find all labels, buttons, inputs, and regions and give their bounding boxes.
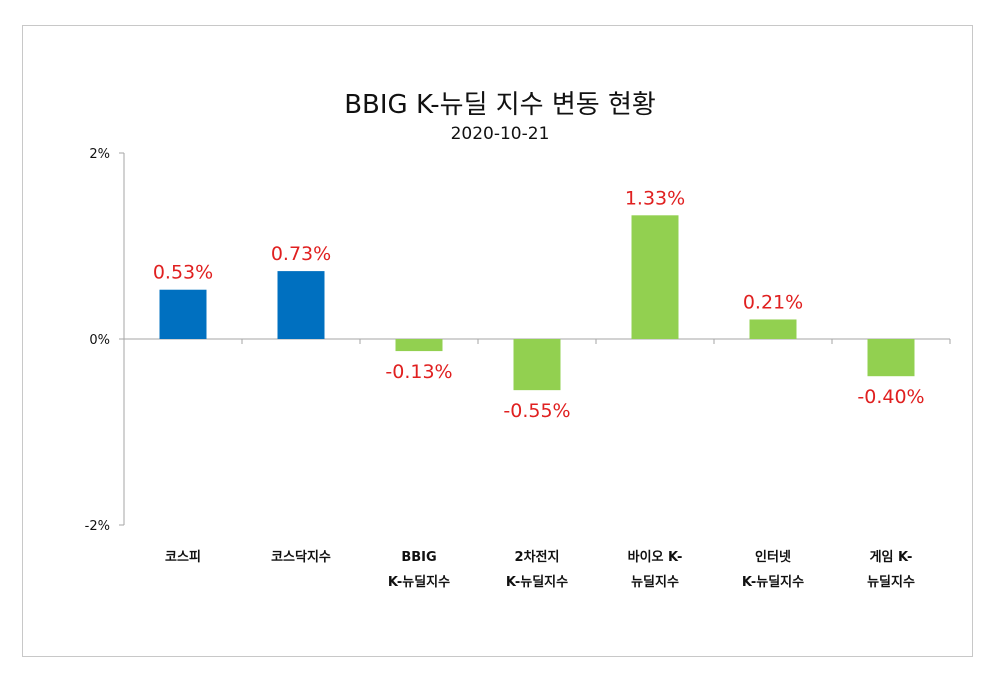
chart-frame — [22, 25, 973, 657]
category-label: 뉴딜지수 — [867, 575, 915, 590]
chart-title: BBIG K-뉴딜 지수 변동 현황 — [344, 90, 656, 120]
bar — [277, 271, 325, 339]
category-label: 코스피 — [165, 550, 201, 565]
category-label: K-뉴딜지수 — [506, 575, 568, 590]
category-label: 코스닥지수 — [271, 549, 331, 565]
bar — [395, 339, 443, 352]
y-tick-label: -2% — [85, 519, 110, 534]
y-tick-label: 2% — [89, 147, 110, 162]
bar — [513, 339, 561, 391]
data-label: -0.13% — [385, 361, 452, 383]
bar — [749, 319, 797, 339]
category-label: K-뉴딜지수 — [742, 575, 804, 590]
y-tick-label: 0% — [89, 333, 110, 348]
data-label: 0.53% — [153, 262, 213, 284]
bar — [867, 339, 915, 377]
category-label: 바이오 K- — [628, 549, 683, 565]
data-label: -0.40% — [857, 386, 924, 408]
category-label: 인터넷 — [755, 549, 791, 565]
chart-subtitle: 2020-10-21 — [450, 124, 550, 144]
category-label: BBIG — [401, 550, 436, 565]
bar — [631, 215, 679, 339]
data-label: 0.21% — [743, 291, 803, 313]
data-label: 0.73% — [271, 243, 331, 265]
category-label: 뉴딜지수 — [631, 575, 679, 590]
category-label: K-뉴딜지수 — [388, 575, 450, 590]
bar — [159, 289, 207, 339]
category-label: 게임 K- — [870, 550, 913, 565]
data-label: 1.33% — [625, 187, 685, 209]
category-label: 2차전지 — [515, 549, 560, 565]
data-label: -0.55% — [503, 400, 570, 422]
